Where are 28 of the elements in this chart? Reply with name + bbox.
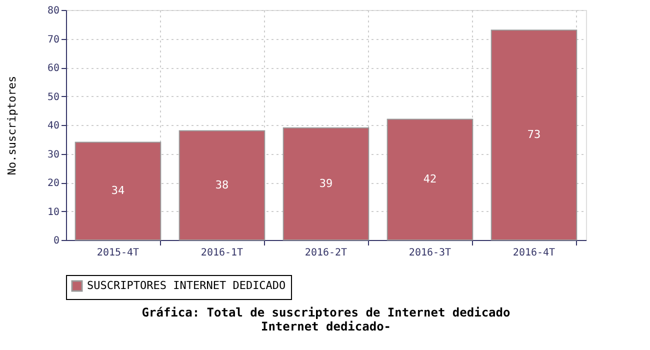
x-tick-label: 2016-1T [200, 248, 244, 258]
bar [74, 142, 162, 240]
bar [282, 127, 370, 240]
y-tick-label: 40 [47, 120, 60, 132]
data-label: 38 [215, 178, 229, 192]
y-tick-label: 0 [53, 236, 60, 246]
x-tick-label: 2016-4T [512, 248, 556, 258]
data-label: 39 [319, 176, 333, 190]
x-tick-label: 2016-3T [408, 248, 452, 258]
bar [386, 118, 474, 240]
x-tick-label: 2015-4T [96, 248, 140, 258]
text: Gráfica: Total de suscriptores de Internet dedicado [142, 306, 510, 320]
text: Internet dedicado- [260, 320, 392, 334]
y-tick-label: 10 [47, 206, 60, 218]
y-tick-label: 70 [47, 34, 60, 46]
data-label: 73 [527, 128, 541, 142]
bar [490, 30, 578, 240]
y-tick-label: 50 [47, 92, 60, 103]
y-tick-label: 30 [47, 149, 60, 160]
legend-label: SUSCRIPTORES INTERNET DEDICADO [87, 279, 286, 292]
bar [178, 130, 266, 240]
x-tick-label: 2016-2T [304, 248, 348, 258]
data-label: 34 [111, 184, 125, 198]
y-tick-label: 20 [47, 178, 60, 189]
y-tick-label: 80 [47, 6, 60, 16]
y-tick-label: 60 [47, 63, 60, 74]
y-axis-title: No.suscriptores [5, 76, 18, 176]
data-label: 42 [423, 172, 437, 186]
